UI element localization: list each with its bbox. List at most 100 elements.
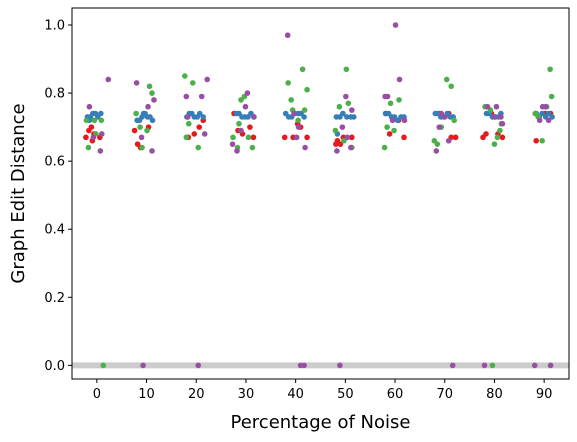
y-tick-label: 0.2 xyxy=(44,291,65,306)
data-point xyxy=(533,137,539,144)
data-point xyxy=(483,131,489,137)
data-point xyxy=(547,66,553,73)
data-point xyxy=(449,362,456,369)
data-point xyxy=(288,97,294,103)
data-point xyxy=(133,110,139,117)
data-point xyxy=(293,134,300,141)
data-point xyxy=(99,131,105,137)
data-point xyxy=(191,131,198,137)
x-tick-label: 10 xyxy=(138,387,155,402)
data-point xyxy=(145,103,151,110)
data-point xyxy=(493,103,500,110)
data-point xyxy=(391,127,397,134)
data-point xyxy=(304,86,310,93)
data-point xyxy=(100,362,107,369)
x-axis-label: Percentage of Noise xyxy=(231,412,411,433)
y-tick-label: 0.0 xyxy=(44,359,65,374)
data-point xyxy=(140,362,146,369)
data-point xyxy=(284,32,291,39)
y-tick-label: 0.8 xyxy=(44,87,65,102)
x-axis-ticks: 0 10 20 30 40 50 60 70 80 90 xyxy=(93,379,552,402)
y-tick-label: 0.6 xyxy=(44,155,65,170)
data-point xyxy=(396,97,402,103)
data-point xyxy=(481,362,488,369)
x-tick-label: 70 xyxy=(436,387,453,402)
data-point xyxy=(334,148,340,154)
data-point xyxy=(301,362,307,369)
data-point xyxy=(491,114,498,120)
data-point xyxy=(295,117,301,124)
data-point xyxy=(195,144,202,151)
data-point xyxy=(131,127,138,134)
data-point xyxy=(83,134,89,141)
data-point xyxy=(392,22,399,28)
data-point xyxy=(105,76,112,83)
x-tick-label: 60 xyxy=(387,387,404,402)
data-point xyxy=(285,80,291,86)
x-tick-label: 50 xyxy=(337,387,354,402)
data-point xyxy=(497,127,503,134)
x-tick-label: 40 xyxy=(287,387,304,402)
data-point xyxy=(343,93,349,100)
data-point xyxy=(86,103,93,110)
data-point xyxy=(484,103,491,110)
data-point xyxy=(384,93,391,100)
data-point xyxy=(149,117,156,124)
data-point xyxy=(98,117,105,124)
data-point xyxy=(531,362,538,369)
data-point xyxy=(90,134,97,141)
data-point xyxy=(137,124,143,130)
data-point xyxy=(381,144,388,151)
data-point xyxy=(337,141,344,147)
data-point xyxy=(434,141,441,147)
x-tick-label: 20 xyxy=(188,387,205,402)
data-point xyxy=(433,148,440,154)
data-point xyxy=(344,114,350,120)
data-point xyxy=(445,137,452,144)
data-point xyxy=(443,76,450,83)
data-point xyxy=(249,144,256,151)
data-point xyxy=(499,134,506,141)
data-point xyxy=(494,134,501,141)
data-point xyxy=(149,90,155,96)
data-point xyxy=(301,107,308,113)
data-point xyxy=(85,144,92,151)
data-point xyxy=(548,93,555,100)
data-point xyxy=(349,107,355,113)
data-point xyxy=(301,114,307,120)
data-point xyxy=(441,114,448,120)
data-point xyxy=(140,110,147,117)
data-point xyxy=(183,134,190,141)
data-point xyxy=(489,362,496,369)
data-point xyxy=(340,110,346,117)
data-point xyxy=(149,148,155,154)
data-point xyxy=(344,134,351,141)
data-point xyxy=(251,114,257,120)
data-point xyxy=(195,362,202,369)
data-point xyxy=(151,97,157,103)
data-point xyxy=(97,148,104,154)
data-point xyxy=(349,134,355,141)
x-tick-label: 80 xyxy=(486,387,503,402)
data-point xyxy=(198,93,205,100)
data-point xyxy=(384,124,390,130)
data-point xyxy=(250,134,257,141)
data-point xyxy=(547,362,554,369)
data-point xyxy=(539,110,545,117)
data-point xyxy=(238,127,244,134)
data-point xyxy=(451,117,457,124)
data-point xyxy=(302,144,308,151)
data-point xyxy=(204,76,210,83)
data-point xyxy=(183,93,190,100)
data-point xyxy=(200,114,207,120)
data-point xyxy=(386,131,393,137)
data-point xyxy=(236,120,242,127)
data-point xyxy=(401,117,408,124)
data-point xyxy=(295,124,302,130)
data-point xyxy=(336,103,343,110)
data-point xyxy=(229,141,236,147)
data-point xyxy=(196,124,203,130)
data-point xyxy=(138,134,145,141)
